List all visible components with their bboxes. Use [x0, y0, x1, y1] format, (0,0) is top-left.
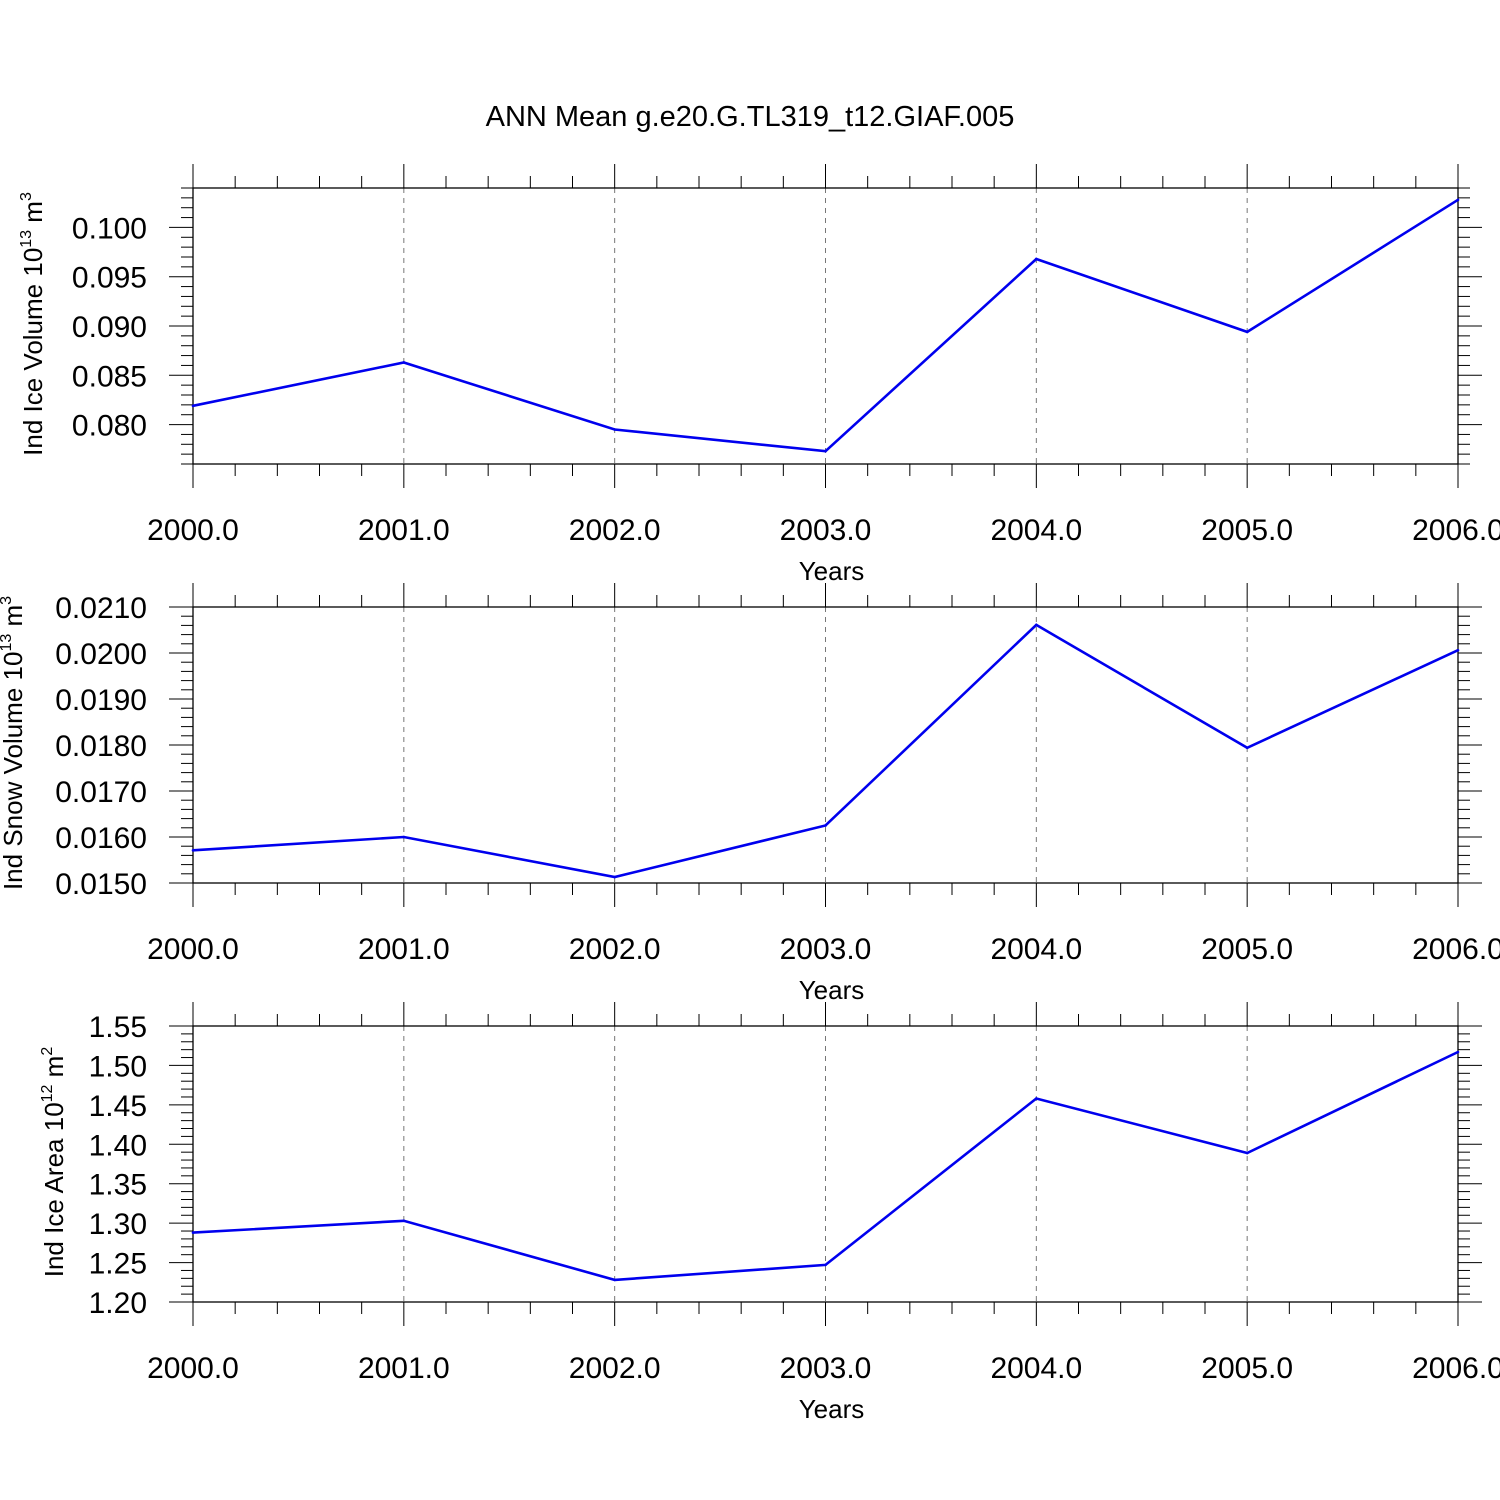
- y-tick-label: 0.0180: [55, 730, 147, 763]
- y-tick-label: 0.0210: [55, 592, 147, 625]
- y-axis-label-text: Ind Ice Area 10: [39, 1102, 69, 1277]
- y-tick-label: 1.20: [89, 1287, 147, 1320]
- x-tick-label: 2002.0: [569, 933, 661, 966]
- x-axis-label: Years: [799, 975, 865, 1005]
- x-tick-label: 2006.0: [1412, 933, 1500, 966]
- y-tick-label: 0.0200: [55, 638, 147, 671]
- y-tick-label: 1.40: [89, 1129, 147, 1162]
- x-tick-label: 2000.0: [147, 933, 239, 966]
- y-tick-label: 0.0170: [55, 776, 147, 809]
- x-tick-label: 2002.0: [569, 514, 661, 547]
- panels: 2000.0 2001.0 2002.0 2003.0 2004.0 2005.0 2006…: [0, 164, 1500, 1424]
- x-tick-label: 2001.0: [358, 933, 450, 966]
- x-tick-label: 2003.0: [780, 1352, 872, 1385]
- data-point: [613, 875, 616, 879]
- data-point: [1456, 198, 1460, 202]
- y-axis-label-unit-exponent: 2: [39, 1047, 56, 1056]
- data-point: [402, 361, 406, 364]
- x-tick-label: 2004.0: [990, 1352, 1082, 1385]
- data-point: [824, 824, 827, 827]
- data-point: [1035, 257, 1038, 261]
- panel-3: 2000.0 2001.0 2002.0 2003.0 2004.0 2005.0 2006…: [39, 1002, 1500, 1424]
- y-tick-label: 1.30: [89, 1208, 147, 1241]
- x-tick-label: 2000.0: [147, 1352, 239, 1385]
- series-line: [192, 198, 1459, 453]
- y-axis-label: Ind Snow Volume 1013 m3: [0, 596, 28, 890]
- chart-title: ANN Mean g.e20.G.TL319_t12.GIAF.005: [486, 101, 1015, 133]
- data-point: [824, 449, 827, 453]
- y-tick-label: 1.25: [89, 1248, 147, 1281]
- x-tick-label: 2006.0: [1412, 514, 1500, 547]
- data-point: [191, 404, 195, 408]
- data-point: [1456, 648, 1460, 652]
- y-tick-label: 0.100: [72, 212, 147, 245]
- x-axis-label: Years: [799, 556, 865, 586]
- data-point: [1245, 1151, 1249, 1155]
- x-tick-label: 2004.0: [990, 933, 1082, 966]
- y-tick-label: 0.0150: [55, 868, 147, 901]
- y-tick-label: 1.55: [89, 1011, 147, 1044]
- panel-1: 2000.0 2001.0 2002.0 2003.0 2004.0 2005.0 2006…: [18, 164, 1500, 586]
- y-axis-label-unit: m: [18, 201, 48, 230]
- x-tick-label: 2005.0: [1201, 514, 1293, 547]
- x-tick-label: 2004.0: [990, 514, 1082, 547]
- y-tick-label: 1.50: [89, 1050, 147, 1083]
- y-tick-label: 0.0190: [55, 684, 147, 717]
- y-tick-label: 1.35: [89, 1169, 147, 1202]
- y-axis-label: Ind Ice Area 1012 m2: [39, 1047, 69, 1278]
- x-tick-label: 2002.0: [569, 1352, 661, 1385]
- x-tick-label: 2001.0: [358, 1352, 450, 1385]
- y-axis-label-unit-exponent: 3: [18, 192, 35, 201]
- data-point: [191, 1231, 195, 1234]
- y-axis-label-exponent: 13: [18, 230, 35, 248]
- data-point: [402, 1219, 406, 1223]
- panel-2: 2000.0 2001.0 2002.0 2003.0 2004.0 2005.0 2006…: [0, 583, 1500, 1005]
- x-axis-label: Years: [799, 1394, 865, 1424]
- y-tick-label: 0.080: [72, 410, 147, 443]
- x-tick-label: 2005.0: [1201, 1352, 1293, 1385]
- plot-frame: [192, 187, 1459, 465]
- x-tick-label: 2003.0: [780, 514, 872, 547]
- y-axis-label-text: Ind Ice Volume 10: [18, 248, 48, 456]
- data-point: [402, 835, 406, 839]
- y-axis-label-unit: m: [0, 605, 28, 634]
- x-tick-label: 2001.0: [358, 514, 450, 547]
- y-axis-label-unit-exponent: 3: [0, 596, 15, 605]
- data-point: [824, 1263, 827, 1267]
- y-tick-label: 0.095: [72, 262, 147, 295]
- data-point: [1245, 330, 1249, 334]
- y-axis-label-unit: m: [39, 1056, 69, 1085]
- data-point: [1035, 623, 1038, 627]
- plot-frame: [192, 1025, 1459, 1303]
- x-tick-label: 2005.0: [1201, 933, 1293, 966]
- y-axis-label-text: Ind Snow Volume 10: [0, 652, 28, 891]
- y-tick-label: 0.085: [72, 360, 147, 393]
- y-axis-label: Ind Ice Volume 1013 m3: [18, 192, 48, 456]
- data-point: [613, 1278, 616, 1282]
- x-tick-label: 2003.0: [780, 933, 872, 966]
- data-point: [613, 428, 616, 431]
- data-point: [1035, 1097, 1038, 1100]
- y-axis-label-exponent: 13: [0, 634, 15, 652]
- y-tick-label: 1.45: [89, 1090, 147, 1123]
- y-tick-label: 0.0160: [55, 822, 147, 855]
- data-point: [1245, 746, 1249, 750]
- data-point: [191, 849, 195, 852]
- y-tick-label: 0.090: [72, 311, 147, 344]
- x-tick-label: 2000.0: [147, 514, 239, 547]
- data-point: [1456, 1050, 1460, 1054]
- y-axis-label-exponent: 12: [39, 1084, 56, 1102]
- plot-frame: [192, 606, 1459, 884]
- x-tick-label: 2006.0: [1412, 1352, 1500, 1385]
